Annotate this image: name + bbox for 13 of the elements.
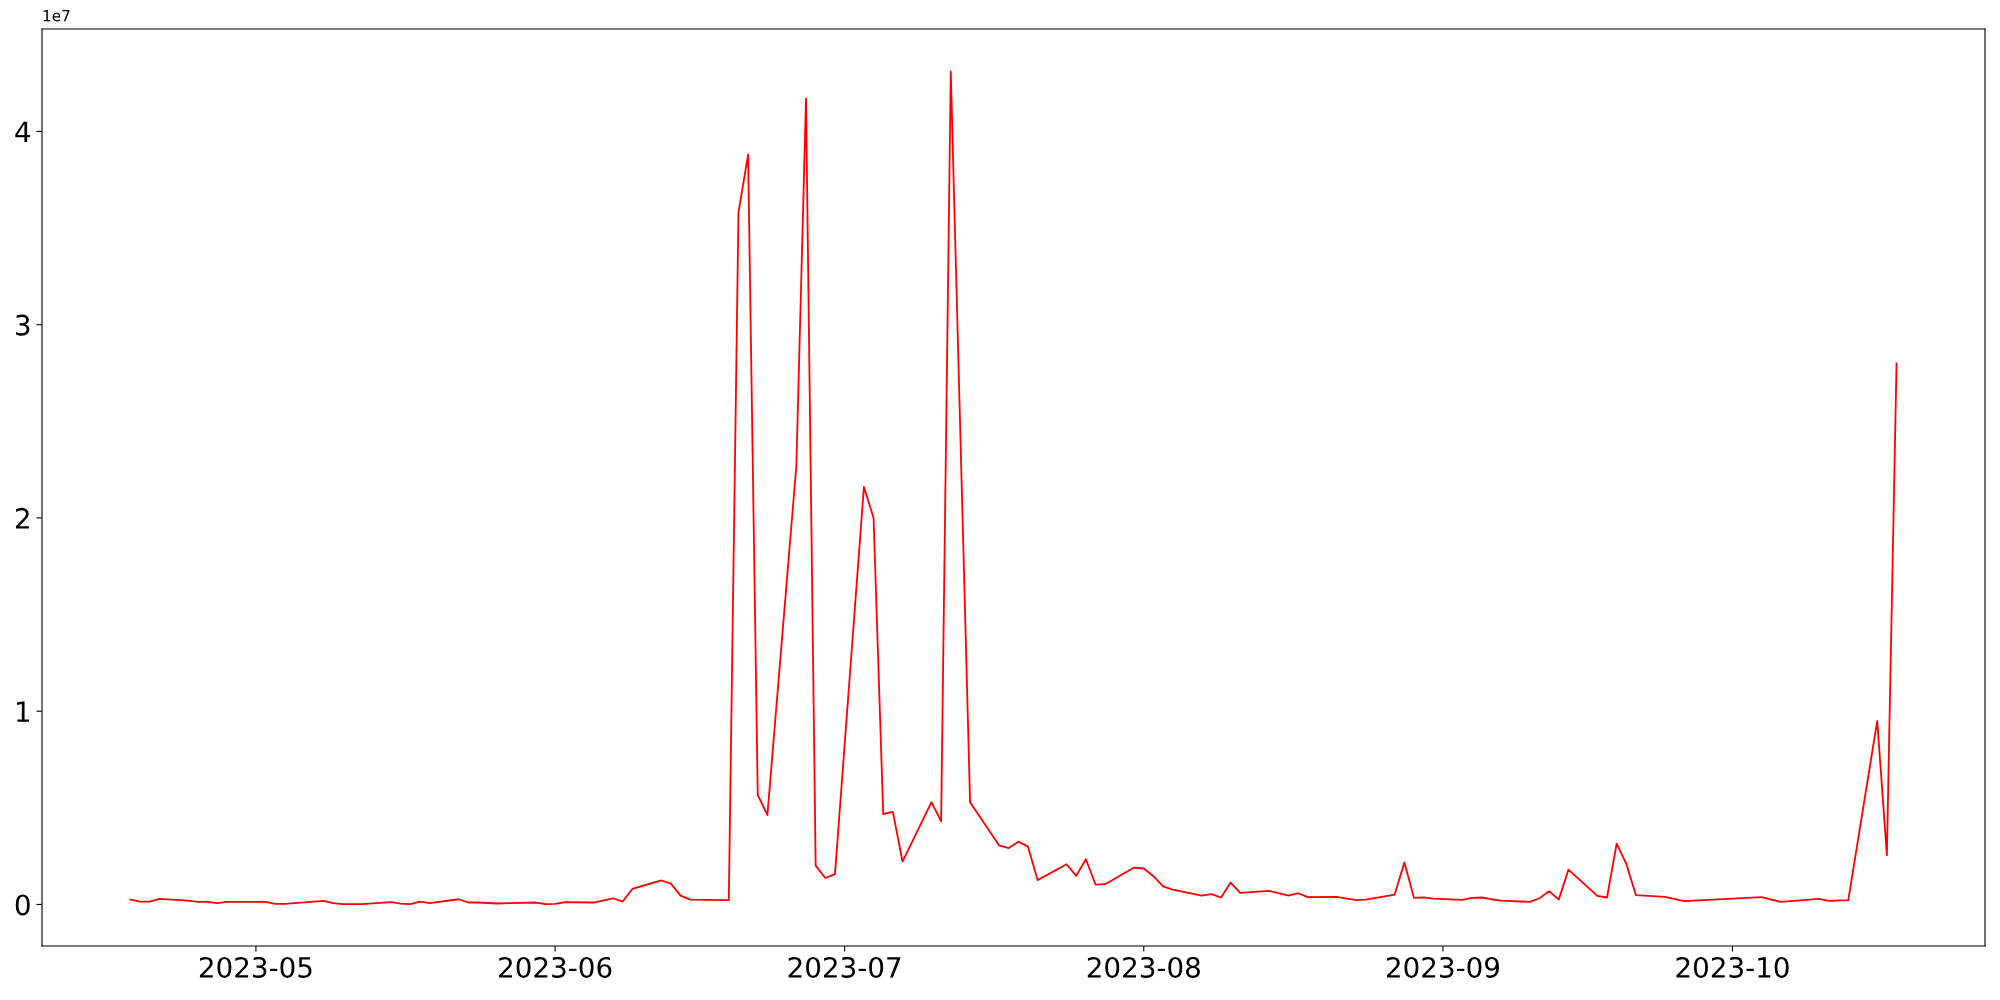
x-tick-label: 2023-07	[788, 956, 901, 978]
y-tick-label: 0	[15, 894, 30, 916]
y-tick-label: 4	[15, 121, 31, 142]
y-tick-label: 2	[15, 507, 29, 529]
text: 1e7	[43, 10, 70, 22]
x-tick-label: 2023-05	[199, 956, 312, 978]
x-tick-label: 2023-08	[1087, 956, 1200, 978]
x-tick-label: 2023-06	[499, 956, 612, 978]
x-tick-label: 2023-10	[1676, 956, 1789, 978]
line-series	[129, 70, 1898, 905]
y-tick-label: 1	[16, 701, 30, 722]
y-tick-label: 3	[16, 314, 30, 336]
x-tick-label: 2023-09	[1386, 956, 1500, 978]
